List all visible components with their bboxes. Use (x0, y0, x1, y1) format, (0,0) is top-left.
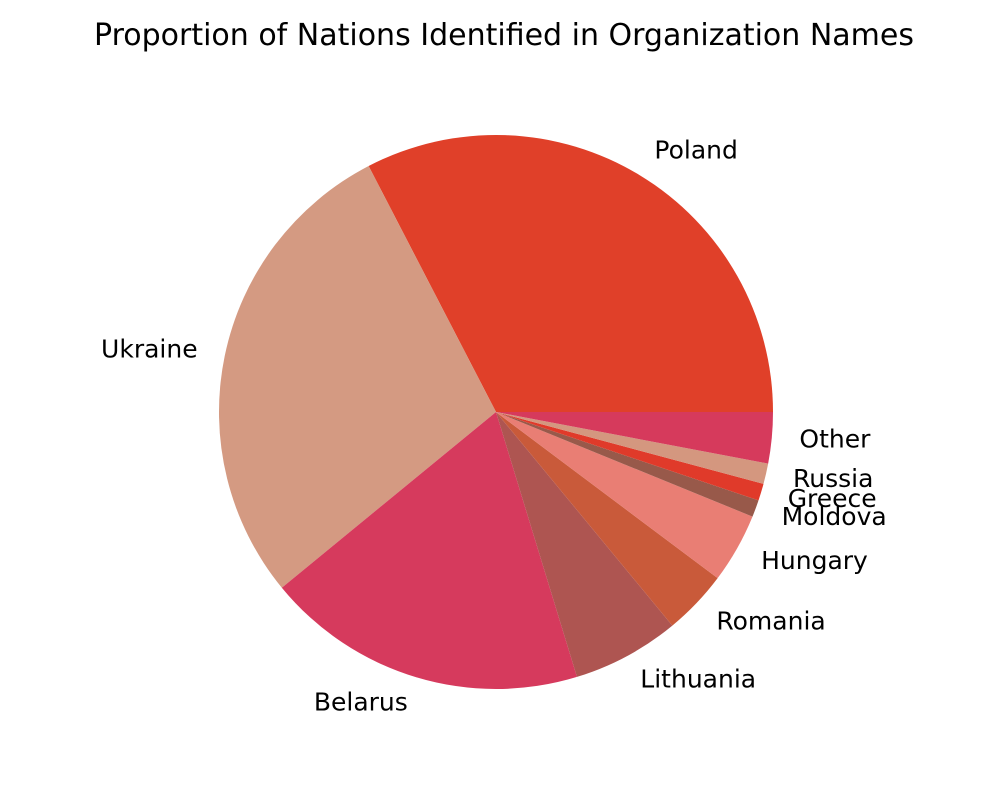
pie-slice-greece (496, 412, 764, 501)
chart-title: Proportion of Nations Identified in Orga… (94, 18, 914, 53)
pie-slices (218, 134, 773, 690)
pie-label-other: Other (799, 425, 871, 454)
pie-label-hungary: Hungary (761, 546, 868, 575)
pie-label-poland: Poland (654, 136, 737, 165)
pie-slice-ukraine (218, 166, 497, 588)
pie-label-greece: Greece (788, 484, 877, 513)
pie-slice-lithuania (496, 412, 673, 677)
pie-slice-moldova (496, 412, 759, 517)
pie-slice-belarus (281, 412, 577, 690)
pie-slice-romania (496, 412, 718, 626)
pie-label-romania: Romania (716, 606, 825, 635)
pie-label-russia: Russia (793, 464, 873, 493)
pie-slice-hungary (496, 412, 753, 579)
pie-slice-russia (496, 412, 769, 484)
pie-slice-poland (368, 134, 773, 412)
pie-label-lithuania: Lithuania (640, 664, 756, 693)
pie-labels: Poland Ukraine Belarus Lithuania Romania Hung… (101, 136, 887, 717)
pie-label-belarus: Belarus (314, 688, 408, 717)
pie-label-ukraine: Ukraine (101, 335, 198, 364)
pie-slice-other (496, 412, 773, 464)
pie-label-moldova: Moldova (782, 502, 887, 531)
